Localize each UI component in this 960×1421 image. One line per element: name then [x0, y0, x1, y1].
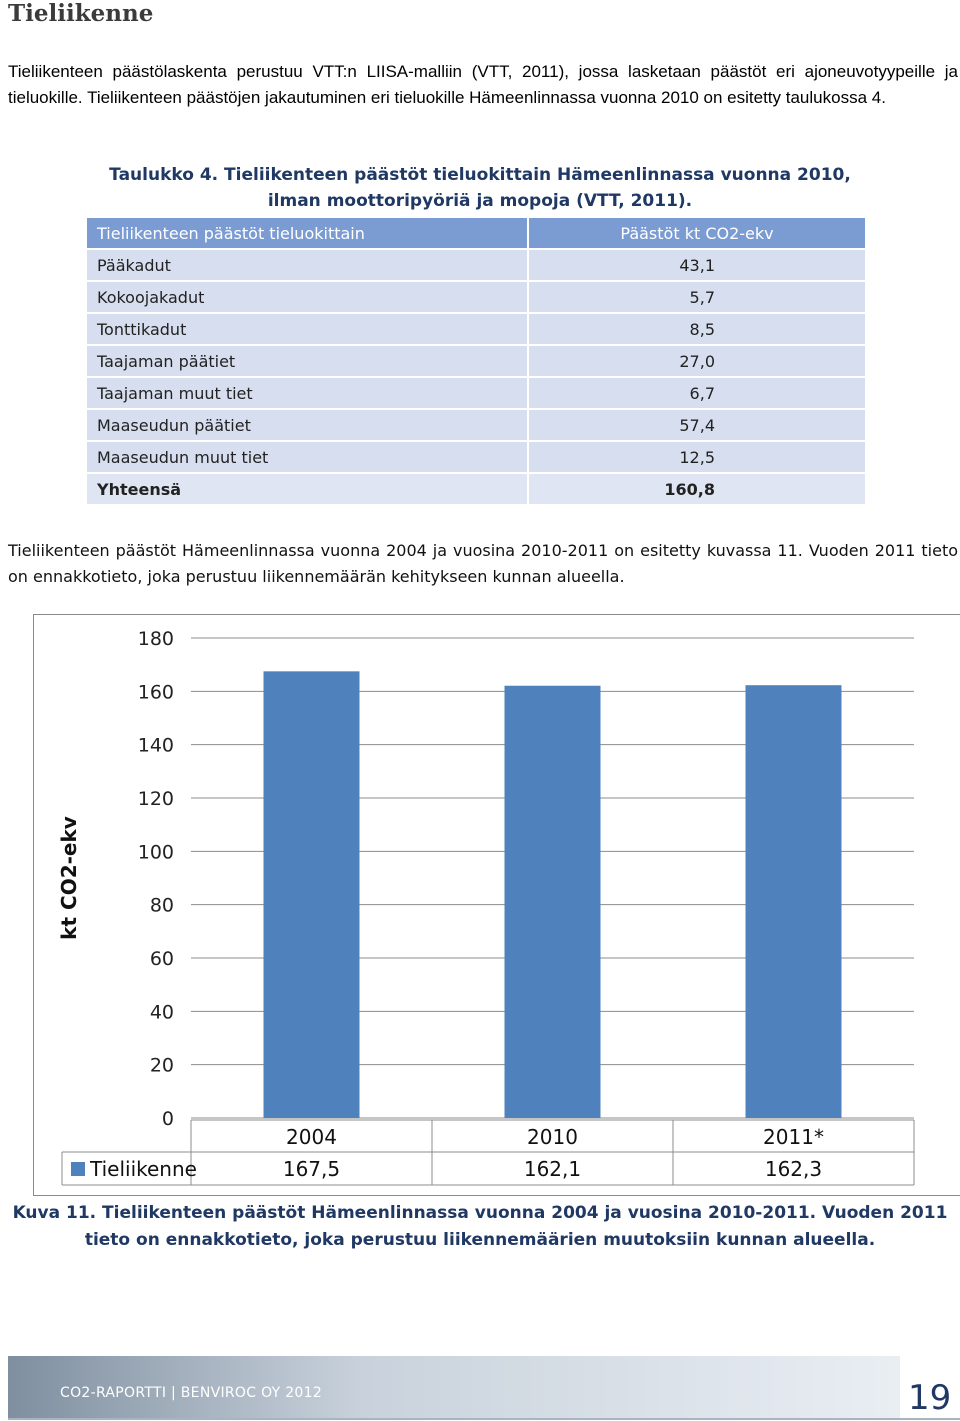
page-heading: Tieliikenne [8, 0, 154, 27]
table-row: Tonttikadut 8,5 [85, 312, 867, 346]
footer-line [8, 1418, 960, 1420]
table-row: Maaseudun muut tiet 12,5 [85, 440, 867, 474]
x-category-label: 2011* [763, 1125, 824, 1149]
table-header-row: Tieliikenteen päästöt tieluokittain Pääs… [85, 216, 867, 250]
row-label: Tonttikadut [85, 312, 529, 346]
data-label: 162,1 [524, 1157, 581, 1181]
figure-caption: Kuva 11. Tieliikenteen päästöt Hämeenlin… [12, 1203, 948, 1250]
x-category-label: 2010 [527, 1125, 578, 1149]
data-label: 167,5 [283, 1157, 340, 1181]
footer-text: CO2-RAPORTTI | BENVIROC OY 2012 [60, 1385, 323, 1401]
chart-intro-paragraph: Tieliikenteen päästöt Hämeenlinnassa vuo… [8, 541, 958, 586]
legend-series-name: Tieliikenne [89, 1157, 197, 1181]
table-row: Taajaman päätiet 27,0 [85, 344, 867, 378]
y-tick-label: 160 [138, 681, 174, 703]
table-row: Taajaman muut tiet 6,7 [85, 376, 867, 410]
row-value: 43,1 [527, 248, 867, 282]
header-emissions: Päästöt kt CO2-ekv [527, 216, 867, 250]
table-total-row: Yhteensä 160,8 [85, 472, 867, 506]
y-tick-label: 0 [162, 1108, 174, 1130]
y-tick-label: 100 [138, 841, 174, 863]
bar [745, 685, 842, 1118]
row-value: 6,7 [527, 376, 867, 410]
y-tick-label: 140 [138, 735, 174, 757]
bar [504, 685, 601, 1118]
row-label: Kokoojakadut [85, 280, 529, 314]
y-tick-label: 180 [138, 628, 174, 650]
table-row: Maaseudun päätiet 57,4 [85, 408, 867, 442]
y-tick-label: 20 [150, 1055, 174, 1077]
row-value: 12,5 [527, 440, 867, 474]
x-category-label: 2004 [286, 1125, 337, 1149]
table-row: Kokoojakadut 5,7 [85, 280, 867, 314]
header-road-class: Tieliikenteen päästöt tieluokittain [85, 216, 529, 250]
data-label: 162,3 [765, 1157, 822, 1181]
row-label: Taajaman päätiet [85, 344, 529, 378]
row-label: Maaseudun päätiet [85, 408, 529, 442]
row-value: 8,5 [527, 312, 867, 346]
legend-swatch [71, 1162, 85, 1176]
emissions-table: Tieliikenteen päästöt tieluokittain Pääs… [85, 216, 867, 506]
y-tick-label: 40 [150, 1001, 174, 1023]
total-value: 160,8 [527, 472, 867, 506]
y-tick-label: 120 [138, 788, 174, 810]
intro-paragraph: Tieliikenteen päästölaskenta perustuu VT… [8, 62, 958, 107]
table-caption: Taulukko 4. Tieliikenteen päästöt tieluo… [109, 165, 851, 211]
row-value: 27,0 [527, 344, 867, 378]
y-axis-title: kt CO2-ekv [57, 816, 81, 940]
y-tick-label: 80 [150, 895, 174, 917]
row-value: 5,7 [527, 280, 867, 314]
row-value: 57,4 [527, 408, 867, 442]
row-label: Taajaman muut tiet [85, 376, 529, 410]
emissions-chart: 0 20 40 60 80 100 120 140 160 180 kt CO2-ekv 2004 16… [33, 614, 960, 1196]
row-label: Pääkadut [85, 248, 529, 282]
page-number: 19 [908, 1378, 952, 1418]
total-label: Yhteensä [85, 472, 529, 506]
chart-svg: 0 20 40 60 80 100 120 140 160 180 kt CO2-ekv 2004 16… [57, 628, 915, 1186]
footer-bar: CO2-RAPORTTI | BENVIROC OY 2012 [8, 1356, 900, 1418]
y-tick-label: 60 [150, 948, 174, 970]
row-label: Maaseudun muut tiet [85, 440, 529, 474]
bar [263, 671, 360, 1118]
table-row: Pääkadut 43,1 [85, 248, 867, 282]
